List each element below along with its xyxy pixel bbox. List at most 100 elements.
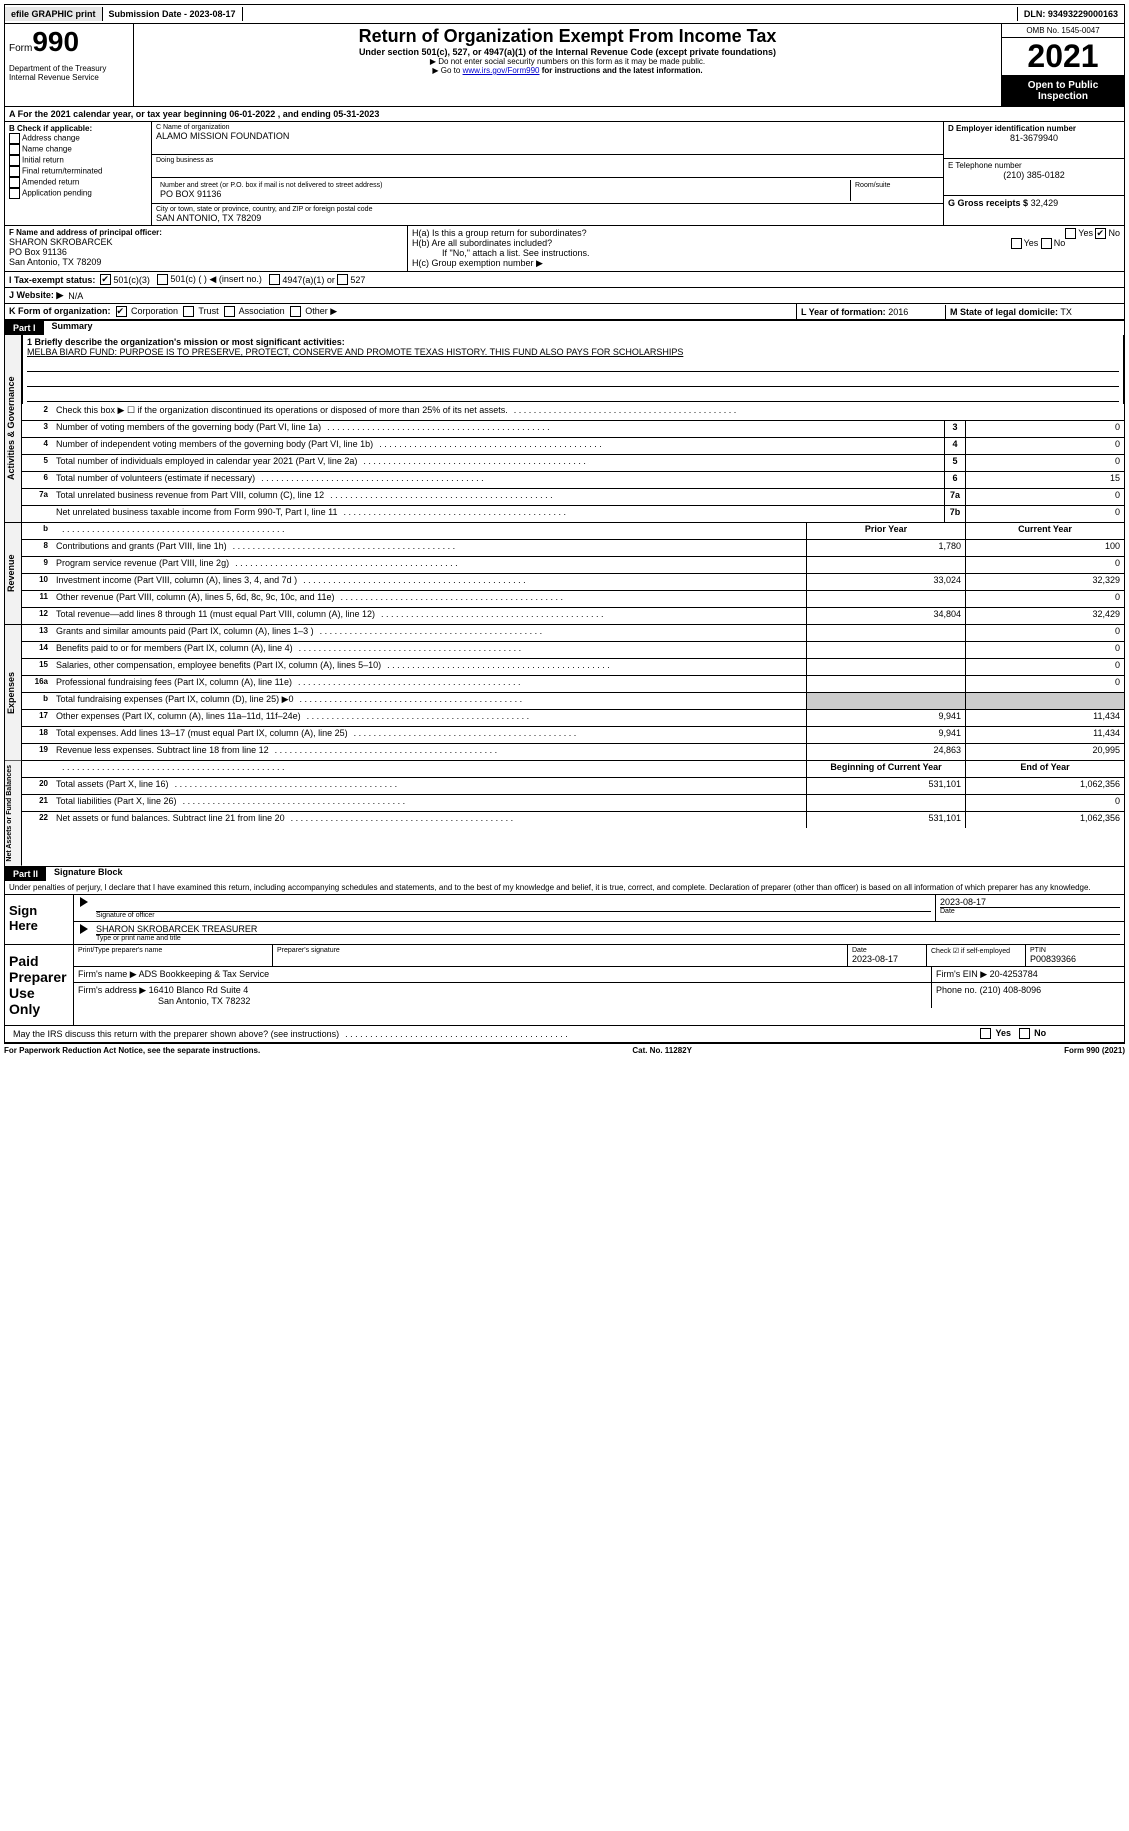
- ha-label: H(a) Is this a group return for subordin…: [412, 228, 587, 238]
- line-desc: Professional fundraising fees (Part IX, …: [52, 676, 806, 692]
- check-527[interactable]: [337, 274, 348, 285]
- officer-h-row: F Name and address of principal officer:…: [4, 226, 1125, 272]
- street: PO BOX 91136: [160, 189, 846, 199]
- line-desc: Total revenue—add lines 8 through 11 (mu…: [52, 608, 806, 624]
- f-label: F Name and address of principal officer:: [9, 228, 403, 237]
- line-desc: Salaries, other compensation, employee b…: [52, 659, 806, 675]
- line-num: 14: [22, 642, 52, 658]
- prior-val: 9,941: [806, 710, 965, 726]
- line-num: 8: [22, 540, 52, 556]
- line-desc: Contributions and grants (Part VIII, lin…: [52, 540, 806, 556]
- check-other[interactable]: [290, 306, 301, 317]
- check-name-label: Name change: [22, 145, 72, 154]
- open-to-public: Open to Public Inspection: [1002, 76, 1124, 106]
- prior-val: [806, 557, 965, 573]
- officer-name: SHARON SKROBARCEK: [9, 237, 403, 247]
- side-revenue: Revenue: [5, 523, 22, 624]
- check-trust[interactable]: [183, 306, 194, 317]
- line-val: 0: [965, 489, 1124, 505]
- side-expenses: Expenses: [5, 625, 22, 760]
- b-label: B Check if applicable:: [9, 124, 147, 133]
- line-num: 17: [22, 710, 52, 726]
- mission-line: [27, 359, 1119, 372]
- check-corp[interactable]: [116, 306, 127, 317]
- check-pending-label: Application pending: [22, 189, 92, 198]
- line-num: 10: [22, 574, 52, 590]
- submission-date: Submission Date - 2023-08-17: [103, 7, 243, 21]
- check-amended-label: Amended return: [22, 178, 79, 187]
- line-desc: Program service revenue (Part VIII, line…: [52, 557, 806, 573]
- dept-label: Department of the Treasury Internal Reve…: [9, 64, 129, 82]
- ha-yes[interactable]: [1065, 228, 1076, 239]
- line-desc: Total number of volunteers (estimate if …: [52, 472, 944, 488]
- row-a-period: A For the 2021 calendar year, or tax yea…: [4, 107, 1125, 122]
- arrow-icon: [80, 897, 88, 907]
- prior-val: [806, 642, 965, 658]
- line-desc: Total unrelated business revenue from Pa…: [52, 489, 944, 505]
- year-formation: 2016: [888, 307, 908, 317]
- discuss-no[interactable]: [1019, 1028, 1030, 1039]
- check-amended[interactable]: [9, 177, 20, 188]
- prior-val: [806, 625, 965, 641]
- prior-val: 34,804: [806, 608, 965, 624]
- line-desc: Total number of individuals employed in …: [52, 455, 944, 471]
- current-val: 0: [965, 659, 1124, 675]
- discuss-row: May the IRS discuss this return with the…: [4, 1026, 1125, 1043]
- discuss-yes[interactable]: [980, 1028, 991, 1039]
- check-assoc[interactable]: [224, 306, 235, 317]
- hb-no[interactable]: [1041, 238, 1052, 249]
- form-header: Form990 Department of the Treasury Inter…: [4, 24, 1125, 107]
- check-address[interactable]: [9, 133, 20, 144]
- ein: 81-3679940: [948, 133, 1120, 143]
- phone: (210) 385-0182: [948, 170, 1120, 180]
- part1-header: Part I Summary: [4, 320, 1125, 335]
- line-num: 15: [22, 659, 52, 675]
- check-pending[interactable]: [9, 188, 20, 199]
- side-netassets: Net Assets or Fund Balances: [5, 761, 22, 866]
- b-label: b: [22, 523, 52, 539]
- instr-goto-pre: ▶ Go to: [432, 66, 462, 75]
- check-501c[interactable]: [157, 274, 168, 285]
- self-employed-check: Check ☑ if self-employed: [927, 945, 1026, 966]
- current-val: 11,434: [965, 727, 1124, 743]
- check-initial[interactable]: [9, 155, 20, 166]
- preparer-name-label: Print/Type preparer's name: [78, 947, 268, 954]
- efile-label: efile GRAPHIC print: [5, 7, 103, 21]
- revenue-section: Revenue b Prior Year Current Year 8 Cont…: [4, 523, 1125, 625]
- sign-here-block: Sign Here Signature of officer 2023-08-1…: [4, 894, 1125, 945]
- check-name[interactable]: [9, 144, 20, 155]
- check-initial-label: Initial return: [22, 156, 64, 165]
- prior-year-header: Prior Year: [806, 523, 965, 539]
- prior-val: 9,941: [806, 727, 965, 743]
- mission-line: [27, 374, 1119, 387]
- form-footer: Form 990 (2021): [1064, 1046, 1125, 1055]
- line-num: 6: [22, 472, 52, 488]
- line-num: 21: [22, 795, 52, 811]
- ha-no[interactable]: [1095, 228, 1106, 239]
- check-501c3[interactable]: [100, 274, 111, 285]
- current-val: 1,062,356: [965, 812, 1124, 828]
- current-val: 1,062,356: [965, 778, 1124, 794]
- line-desc: Revenue less expenses. Subtract line 18 …: [52, 744, 806, 760]
- line-val: 0: [965, 438, 1124, 454]
- perjury-declaration: Under penalties of perjury, I declare th…: [4, 881, 1125, 894]
- firm-name: ADS Bookkeeping & Tax Service: [139, 969, 269, 979]
- expenses-section: Expenses 13 Grants and similar amounts p…: [4, 625, 1125, 761]
- hb-note: If "No," attach a list. See instructions…: [412, 248, 1120, 258]
- check-4947[interactable]: [269, 274, 280, 285]
- prior-val: [806, 591, 965, 607]
- gross-val: 32,429: [1031, 198, 1059, 208]
- line-desc: Grants and similar amounts paid (Part IX…: [52, 625, 806, 641]
- irs-link[interactable]: www.irs.gov/Form990: [463, 66, 540, 75]
- form-label: Form: [9, 43, 32, 54]
- hb-yes[interactable]: [1011, 238, 1022, 249]
- prior-val: 33,024: [806, 574, 965, 590]
- line-desc: Other expenses (Part IX, column (A), lin…: [52, 710, 806, 726]
- officer-printed-name: SHARON SKROBARCEK TREASURER: [96, 924, 1120, 935]
- check-final[interactable]: [9, 166, 20, 177]
- line-num: 12: [22, 608, 52, 624]
- j-label: J Website: ▶: [9, 290, 63, 300]
- line-num: 13: [22, 625, 52, 641]
- line-num: [22, 506, 52, 522]
- prior-val: [806, 659, 965, 675]
